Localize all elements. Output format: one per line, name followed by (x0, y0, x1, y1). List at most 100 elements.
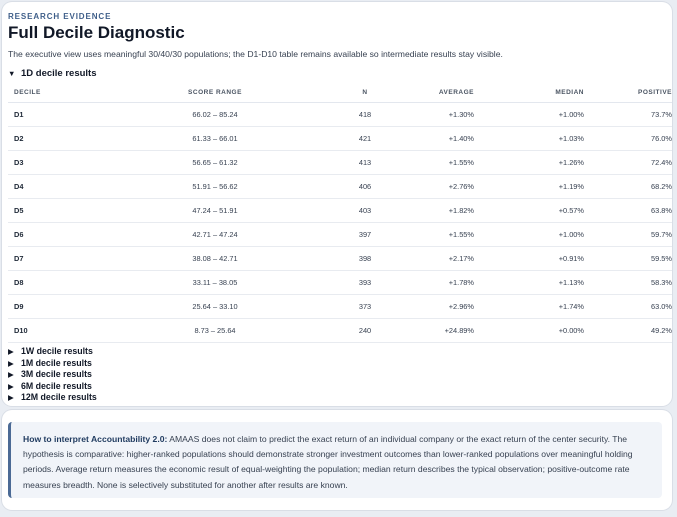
positive-cell: 76.0% (590, 126, 672, 151)
table-row: D3 56.65 – 61.32 413 +1.55% +1.26% 72.4% (8, 150, 672, 175)
median-cell: +1.00% (480, 102, 590, 127)
decile-cell: D2 (8, 126, 100, 151)
column-header-average: AVERAGE (400, 83, 480, 103)
positive-cell: 58.3% (590, 270, 672, 295)
average-cell: +2.17% (400, 246, 480, 271)
median-cell: +0.00% (480, 318, 590, 343)
score-range-cell: 61.33 – 66.01 (100, 126, 330, 151)
average-cell: +1.55% (400, 222, 480, 247)
average-cell: +1.55% (400, 150, 480, 175)
n-cell: 393 (330, 270, 400, 295)
median-cell: +1.13% (480, 270, 590, 295)
average-cell: +1.30% (400, 102, 480, 127)
page-subtitle: The executive view uses meaningful 30/40… (8, 49, 503, 59)
eyebrow-label: RESEARCH EVIDENCE (8, 12, 112, 21)
note-heading: How to interpret Accountability 2.0: (23, 434, 168, 444)
average-cell: +1.78% (400, 270, 480, 295)
n-cell: 421 (330, 126, 400, 151)
collapsed-triangle-icon: ▶ (8, 370, 14, 379)
section-toggle-1d[interactable]: ▼ 1D decile results (8, 68, 666, 79)
section-toggle[interactable]: ▶ 12M decile results (8, 392, 666, 404)
decile-table: DECILE SCORE RANGE N AVERAGE MEDIAN POSI… (8, 83, 672, 343)
section-toggle[interactable]: ▶ 1M decile results (8, 358, 666, 370)
table-row: D1 66.02 – 85.24 418 +1.30% +1.00% 73.7% (8, 102, 672, 127)
note-body: AMAAS does not claim to predict the exac… (23, 434, 633, 490)
median-cell: +1.00% (480, 222, 590, 247)
decile-cell: D4 (8, 174, 100, 199)
score-range-cell: 8.73 – 25.64 (100, 318, 330, 343)
collapsed-triangle-icon: ▶ (8, 358, 14, 368)
positive-cell: 72.4% (590, 150, 672, 175)
score-range-cell: 47.24 – 51.91 (100, 198, 330, 223)
table-row: D5 47.24 – 51.91 403 +1.82% +0.57% 63.8% (8, 198, 672, 223)
column-header-score-range: SCORE RANGE (100, 83, 330, 103)
n-cell: 240 (330, 318, 400, 343)
average-cell: +1.40% (400, 126, 480, 151)
decile-cell: D3 (8, 150, 100, 175)
median-cell: +1.74% (480, 294, 590, 319)
section-toggle[interactable]: ▶ 6M decile results (8, 381, 666, 393)
decile-cell: D1 (8, 102, 100, 127)
n-cell: 418 (330, 102, 400, 127)
median-cell: +0.57% (480, 198, 590, 223)
table-row: D8 33.11 – 38.05 393 +1.78% +1.13% 58.3% (8, 270, 672, 295)
median-cell: +1.03% (480, 126, 590, 151)
interpretation-card: How to interpret Accountability 2.0: AMA… (2, 410, 672, 510)
score-range-cell: 56.65 – 61.32 (100, 150, 330, 175)
decile-cell: D5 (8, 198, 100, 223)
page-title: Full Decile Diagnostic (8, 23, 185, 42)
average-cell: +1.82% (400, 198, 480, 223)
score-range-cell: 51.91 – 56.62 (100, 174, 330, 199)
table-row: D9 25.64 – 33.10 373 +2.96% +1.74% 63.0% (8, 294, 672, 319)
section-toggle[interactable]: ▶ 1W decile results (8, 346, 666, 358)
section-label: 1W decile results (21, 346, 93, 356)
table-row: D10 8.73 – 25.64 240 +24.89% +0.00% 49.2% (8, 318, 672, 343)
positive-cell: 49.2% (590, 318, 672, 343)
score-range-cell: 25.64 – 33.10 (100, 294, 330, 319)
expanded-triangle-icon: ▼ (8, 69, 16, 78)
section-label: 6M decile results (21, 380, 92, 391)
table-row: D6 42.71 – 47.24 397 +1.55% +1.00% 59.7% (8, 222, 672, 247)
section-label: 12M decile results (21, 392, 97, 402)
decile-cell: D10 (8, 318, 100, 343)
collapsed-triangle-icon: ▶ (8, 347, 14, 356)
n-cell: 413 (330, 150, 400, 175)
collapsed-triangle-icon: ▶ (8, 393, 14, 402)
section-label: 1D decile results (21, 68, 97, 79)
table-header-row: DECILE SCORE RANGE N AVERAGE MEDIAN POSI… (8, 83, 672, 103)
column-header-positive: POSITIVE (590, 83, 672, 103)
positive-cell: 68.2% (590, 174, 672, 199)
average-cell: +2.96% (400, 294, 480, 319)
median-cell: +0.91% (480, 246, 590, 271)
average-cell: +2.76% (400, 174, 480, 199)
n-cell: 398 (330, 246, 400, 271)
diagnostic-card: RESEARCH EVIDENCE Full Decile Diagnostic… (2, 2, 672, 406)
positive-cell: 73.7% (590, 102, 672, 127)
positive-cell: 63.0% (590, 294, 672, 319)
decile-cell: D9 (8, 294, 100, 319)
column-header-median: MEDIAN (480, 83, 590, 103)
n-cell: 403 (330, 198, 400, 223)
score-range-cell: 33.11 – 38.05 (100, 270, 330, 295)
collapsed-sections: ▶ 1W decile results ▶ 1M decile results ▶ 3M … (8, 346, 666, 404)
section-label: 3M decile results (21, 369, 92, 379)
section-toggle[interactable]: ▶ 3M decile results (8, 369, 666, 381)
table-row: D7 38.08 – 42.71 398 +2.17% +0.91% 59.5% (8, 246, 672, 271)
column-header-decile: DECILE (8, 83, 100, 103)
positive-cell: 59.5% (590, 246, 672, 271)
score-range-cell: 38.08 – 42.71 (100, 246, 330, 271)
average-cell: +24.89% (400, 318, 480, 343)
n-cell: 373 (330, 294, 400, 319)
decile-cell: D6 (8, 222, 100, 247)
positive-cell: 63.8% (590, 198, 672, 223)
median-cell: +1.19% (480, 174, 590, 199)
decile-cell: D8 (8, 270, 100, 295)
column-header-n: N (330, 83, 400, 103)
n-cell: 397 (330, 222, 400, 247)
decile-cell: D7 (8, 246, 100, 271)
positive-cell: 59.7% (590, 222, 672, 247)
score-range-cell: 42.71 – 47.24 (100, 222, 330, 247)
collapsed-triangle-icon: ▶ (8, 381, 14, 391)
table-row: D2 61.33 – 66.01 421 +1.40% +1.03% 76.0% (8, 126, 672, 151)
table-row: D4 51.91 – 56.62 406 +2.76% +1.19% 68.2% (8, 174, 672, 199)
